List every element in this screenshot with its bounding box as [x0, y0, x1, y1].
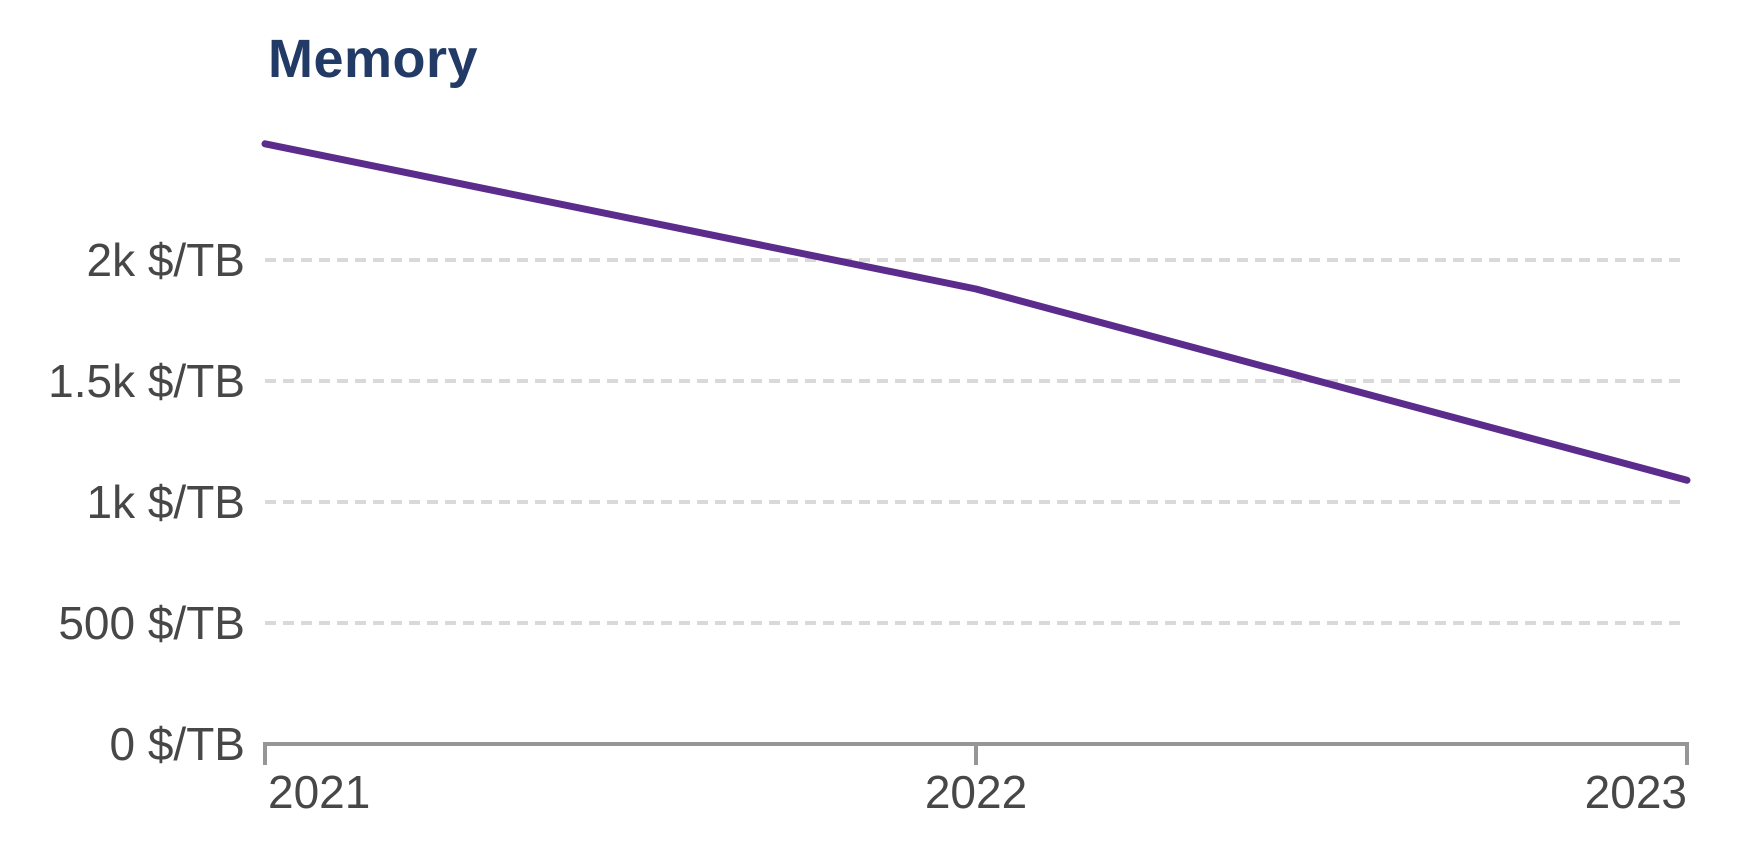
- y-tick-label: 0 $/TB: [109, 718, 245, 770]
- x-tick-label: 2022: [925, 766, 1027, 818]
- x-tick-label: 2023: [1585, 766, 1687, 818]
- x-tick-label: 2021: [268, 766, 370, 818]
- data-series: [261, 140, 1691, 484]
- chart-title: Memory: [268, 29, 479, 89]
- y-tick-label: 1k $/TB: [86, 476, 245, 528]
- y-tick-label: 500 $/TB: [58, 597, 245, 649]
- y-tick-label: 1.5k $/TB: [48, 355, 245, 407]
- x-axis-labels: 2021 2022 2023: [268, 766, 1687, 818]
- y-tick-label: 2k $/TB: [86, 234, 245, 286]
- gridlines: [265, 258, 1687, 625]
- y-axis-labels: 0 $/TB 500 $/TB 1k $/TB 1.5k $/TB 2k $/TB: [48, 234, 245, 770]
- memory-price-line: [261, 140, 1691, 484]
- x-axis: [263, 742, 1689, 765]
